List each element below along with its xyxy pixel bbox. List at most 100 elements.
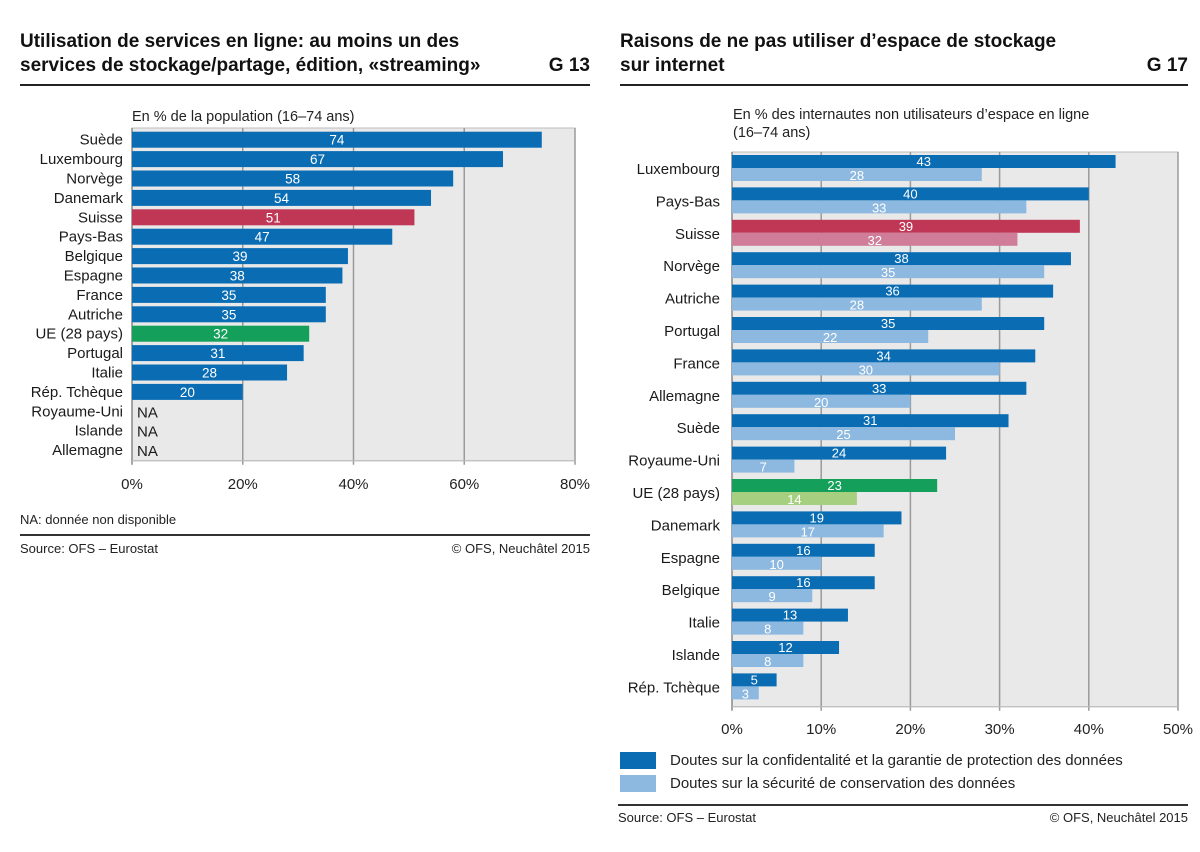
bar-series2 [732,589,813,603]
x-tick-label: 20% [228,476,258,493]
bar-series1 [732,576,875,590]
legend-label: Doutes sur la confidentalité et la garan… [670,752,1123,769]
bar-series1 [732,414,1009,428]
bar-series2 [732,427,955,441]
bar [132,286,326,303]
copyright-text: © OFS, Neuchâtel 2015 [1049,810,1188,825]
category-label: Luxembourg [40,151,123,168]
category-label: UE (28 pays) [632,485,720,502]
x-tick-label: 20% [895,721,925,738]
bar-series1 [732,511,902,525]
bar-series1 [732,673,777,687]
data-label-series1: 16 [796,575,810,590]
data-label-series1: 33 [872,381,886,396]
bar-series2 [732,168,982,181]
bar [132,248,348,265]
title-rule [620,84,1188,86]
data-label: 47 [255,230,270,245]
x-tick-label: 50% [1163,721,1193,738]
category-label: Norvège [663,258,720,275]
data-label-series2: 8 [764,654,771,669]
data-label-series1: 38 [894,251,908,266]
data-label-series1: 39 [899,219,913,234]
source-text: Source: OFS – Eurostat [618,810,757,825]
category-label: Allemagne [52,442,123,459]
data-label-series1: 16 [796,543,810,558]
data-label-series1: 40 [903,186,917,201]
category-label: Suisse [675,226,720,243]
category-label: Royaume-Uni [31,403,123,420]
category-label: Suède [677,420,720,437]
data-label-series2: 20 [814,395,828,410]
data-label: 67 [310,152,325,167]
category-label: Portugal [67,345,123,362]
data-label-series1: 12 [778,640,792,655]
bar [132,383,243,400]
category-label: Espagne [661,550,720,567]
data-label-series2: 22 [823,330,837,345]
data-label: 58 [285,172,300,187]
data-label: 74 [329,133,345,148]
legend-label: Doutes sur la sécurité de conservation d… [670,775,1016,792]
chart-subtitle-line2: (16–74 ans) [733,125,811,141]
x-tick-label: 0% [721,721,743,738]
bar-series1 [732,284,1054,298]
bar-series2 [732,394,911,408]
bar-series1 [732,219,1080,233]
graph-number: G 17 [1146,55,1188,76]
bar-series2 [732,297,982,311]
x-tick-label: 40% [1074,721,1104,738]
chart-title-line1: Utilisation de services en ligne: au moi… [20,31,460,52]
data-label-na: NA [137,443,158,460]
chart-title-line2: services de stockage/partage, édition, «… [20,55,481,76]
bar-series2 [732,654,804,667]
category-label: Royaume-Uni [628,453,720,470]
bar [132,325,310,342]
bar-series1 [732,252,1071,266]
data-label: 54 [274,191,290,206]
bar [132,170,454,187]
data-label-series2: 7 [760,460,767,475]
x-tick-label: 60% [449,476,479,493]
bar-series1 [732,381,1027,395]
data-label: 20 [180,385,195,400]
legend-swatch-dark-blue [620,752,656,769]
footnote: NA: donnée non disponible [20,512,177,527]
bar-series1 [732,446,947,460]
data-label: 35 [221,307,236,322]
bar [132,209,415,226]
data-label: 31 [210,346,225,361]
bar [132,228,393,245]
data-label-series2: 14 [787,492,801,507]
bar-series1 [732,317,1045,330]
category-label: Islande [75,423,123,440]
legend-item-series1: Doutes sur la confidentalité et la garan… [620,752,1123,769]
bar-series2 [732,232,1018,246]
data-label-series2: 32 [867,233,881,248]
category-label: Allemagne [649,388,720,405]
data-label-series2: 25 [836,427,850,442]
category-label: Italie [91,365,123,382]
data-label: 38 [230,269,245,284]
category-label: Luxembourg [637,161,720,178]
bar [132,345,304,362]
bar-series2 [732,200,1027,214]
x-tick-label: 30% [985,721,1015,738]
category-label: Espagne [64,268,123,285]
chart-panel-g17: Raisons de ne pas utiliser d’espace de s… [600,0,1200,852]
category-label: Rép. Tchèque [31,384,123,401]
data-label-series2: 28 [850,298,864,313]
data-label-series1: 31 [863,413,877,428]
chart-title-line2: sur internet [620,55,725,76]
data-label-series2: 30 [859,362,873,377]
data-label-series1: 19 [810,510,824,525]
data-label-series1: 43 [917,154,931,169]
data-label-series1: 23 [827,478,841,493]
bar [132,364,288,381]
data-label-series1: 35 [881,316,895,331]
category-label: Rép. Tchèque [628,679,720,696]
data-label-series2: 35 [881,265,895,280]
category-label: Suisse [78,209,123,226]
bar-chart-g13: 0% 20% 40% 60% 80% Suède 74 Luxembourg 67 Norvège… [31,127,590,493]
data-label: 32 [213,327,228,342]
